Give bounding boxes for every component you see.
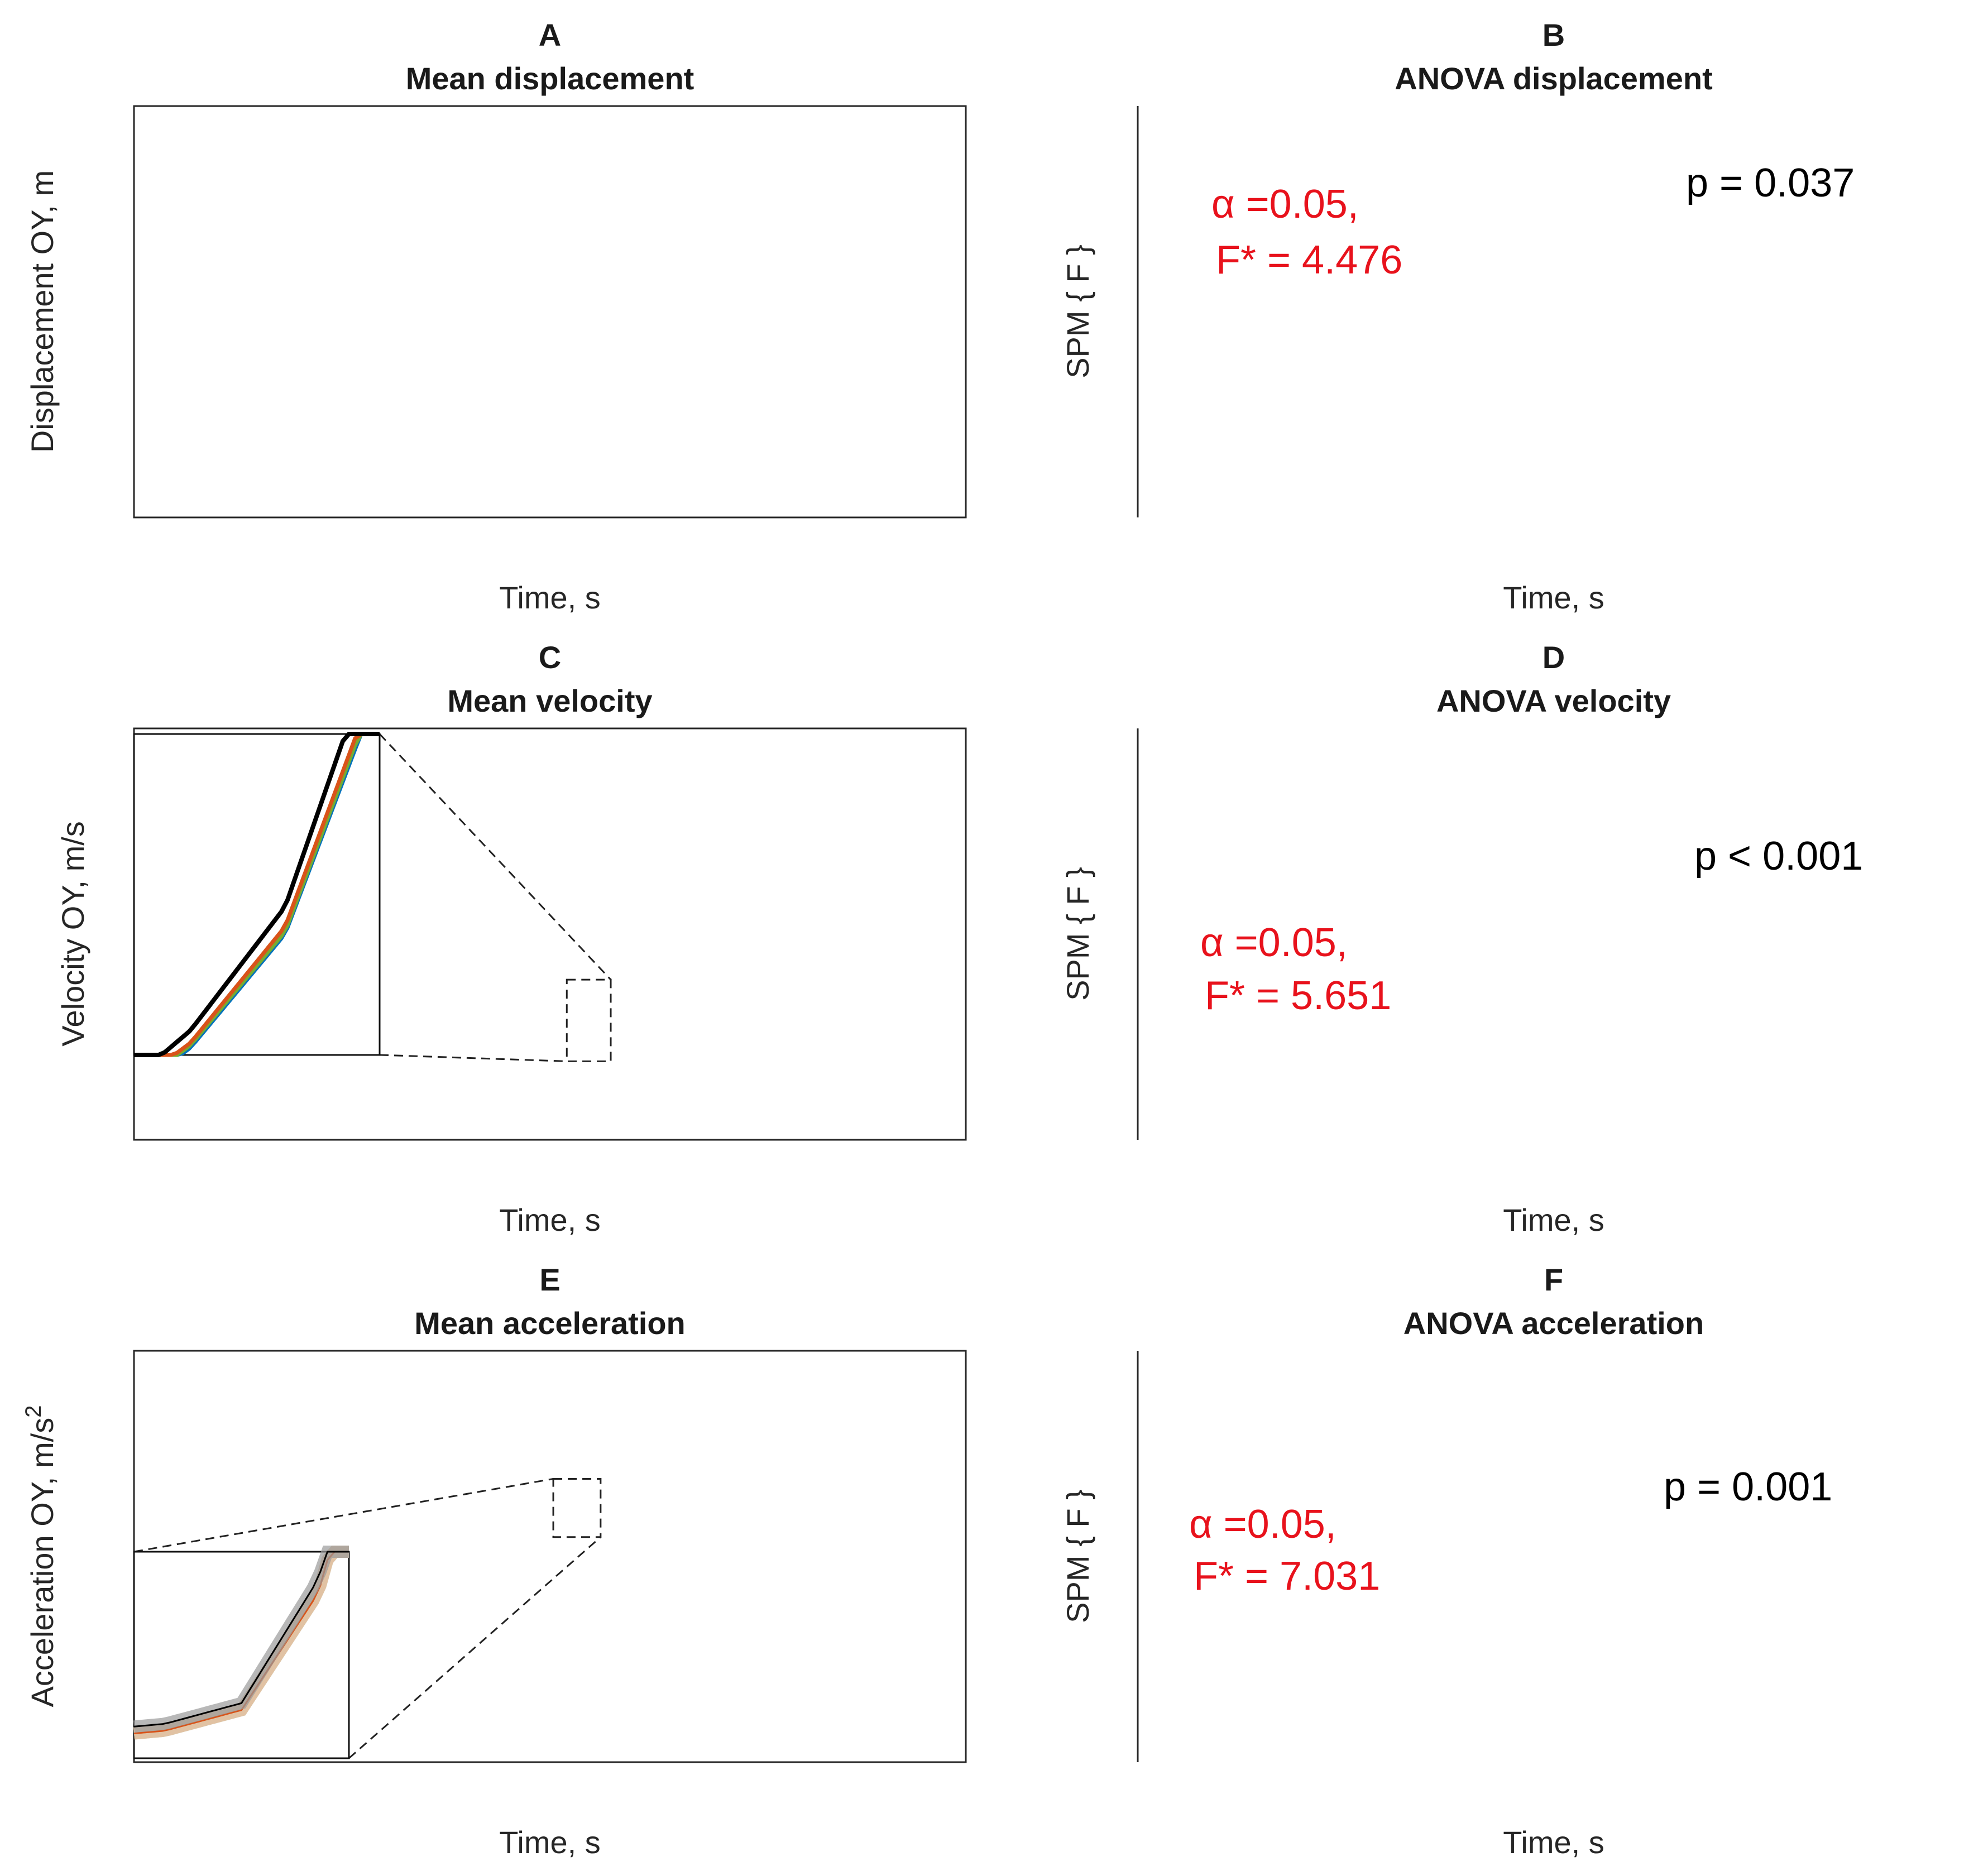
zoom-region-box xyxy=(552,1477,602,1538)
zoom-region-box xyxy=(566,978,612,1062)
panel-e: E Mean acceleration Time, s Acceleration… xyxy=(21,1262,967,1860)
panel-e-xlabel: Time, s xyxy=(499,1825,600,1860)
panel-c-xlabel: Time, s xyxy=(499,1202,600,1237)
inset-series-3PP0 xyxy=(133,1551,349,1735)
panel-f-alpha-label: α =0.05, xyxy=(1189,1502,1336,1547)
panel-a-axes-box xyxy=(133,105,967,519)
panel-e-ylabel-text: Acceleration OY, m/s xyxy=(25,1418,60,1707)
panel-d-p-value: p < 0.001 xyxy=(1694,834,1863,879)
panel-b-ylabel: SPM { F } xyxy=(1060,244,1095,378)
panel-f-fstar-label: F* = 7.031 xyxy=(1194,1554,1380,1599)
panel-a-ylabel: Displacement OY, m xyxy=(25,170,60,453)
inset-series-1PP xyxy=(134,732,380,1057)
panel-c-title: Mean velocity xyxy=(447,683,652,718)
zoom-connector xyxy=(379,1054,567,1062)
inset-series-1PP xyxy=(133,1551,349,1728)
panel-c-zoom-callout xyxy=(379,733,612,1062)
panel-d-xlabel: Time, s xyxy=(1503,1202,1604,1237)
panel-b-alpha-label: α =0.05, xyxy=(1211,182,1359,227)
panel-b-xlabel: Time, s xyxy=(1503,580,1604,615)
panel-a: A Mean displacement Time, s Displacement… xyxy=(25,17,967,615)
panel-c-ylabel: Velocity OY, m/s xyxy=(55,821,90,1047)
panel-f-title: ANOVA acceleration xyxy=(1403,1306,1704,1341)
zoom-connector xyxy=(133,1477,554,1553)
zoom-connector xyxy=(379,733,612,981)
panel-d-title: ANOVA velocity xyxy=(1436,683,1671,718)
panel-e-inset xyxy=(133,1546,350,1759)
panel-f-letter: F xyxy=(1544,1262,1563,1297)
panel-b-title: ANOVA displacement xyxy=(1395,61,1712,96)
panel-c: C Mean velocity Time, s Velocity OY, m/s xyxy=(55,640,967,1237)
panel-f: F ANOVA acceleration Time, s SPM { F } α… xyxy=(1060,1262,1832,1860)
panel-e-title: Mean acceleration xyxy=(414,1306,686,1341)
panel-a-letter: A xyxy=(539,17,561,52)
panel-a-title: Mean displacement xyxy=(406,61,694,96)
panel-d: D ANOVA velocity Time, s SPM { F } α =0.… xyxy=(1060,640,1863,1237)
panel-b-fstar-label: F* = 4.476 xyxy=(1216,238,1402,282)
panel-d-ylabel: SPM { F } xyxy=(1060,867,1095,1001)
inset-series-3PP0 xyxy=(134,732,380,1057)
panel-e-ylabel: Acceleration OY, m/s2 xyxy=(21,1405,60,1707)
panel-d-letter: D xyxy=(1543,640,1565,675)
panel-e-zoom-callout xyxy=(133,1477,602,1759)
panel-c-inset xyxy=(133,732,381,1057)
panel-a-xlabel: Time, s xyxy=(499,580,600,615)
panel-e-ylabel-superscript: 2 xyxy=(21,1405,46,1418)
panel-c-letter: C xyxy=(539,640,561,675)
panel-d-fstar-label: F* = 5.651 xyxy=(1205,973,1391,1018)
panel-f-xlabel: Time, s xyxy=(1503,1825,1604,1860)
panel-f-p-value: p = 0.001 xyxy=(1664,1465,1832,1509)
panel-b-letter: B xyxy=(1543,17,1565,52)
panel-b-p-value: p = 0.037 xyxy=(1686,161,1855,205)
zoom-connector xyxy=(348,1536,601,1759)
panel-f-ylabel: SPM { F } xyxy=(1060,1489,1095,1623)
panel-b: B ANOVA displacement Time, s SPM { F } α… xyxy=(1060,17,1855,615)
panel-d-alpha-label: α =0.05, xyxy=(1200,920,1348,965)
panel-e-letter: E xyxy=(539,1262,560,1297)
